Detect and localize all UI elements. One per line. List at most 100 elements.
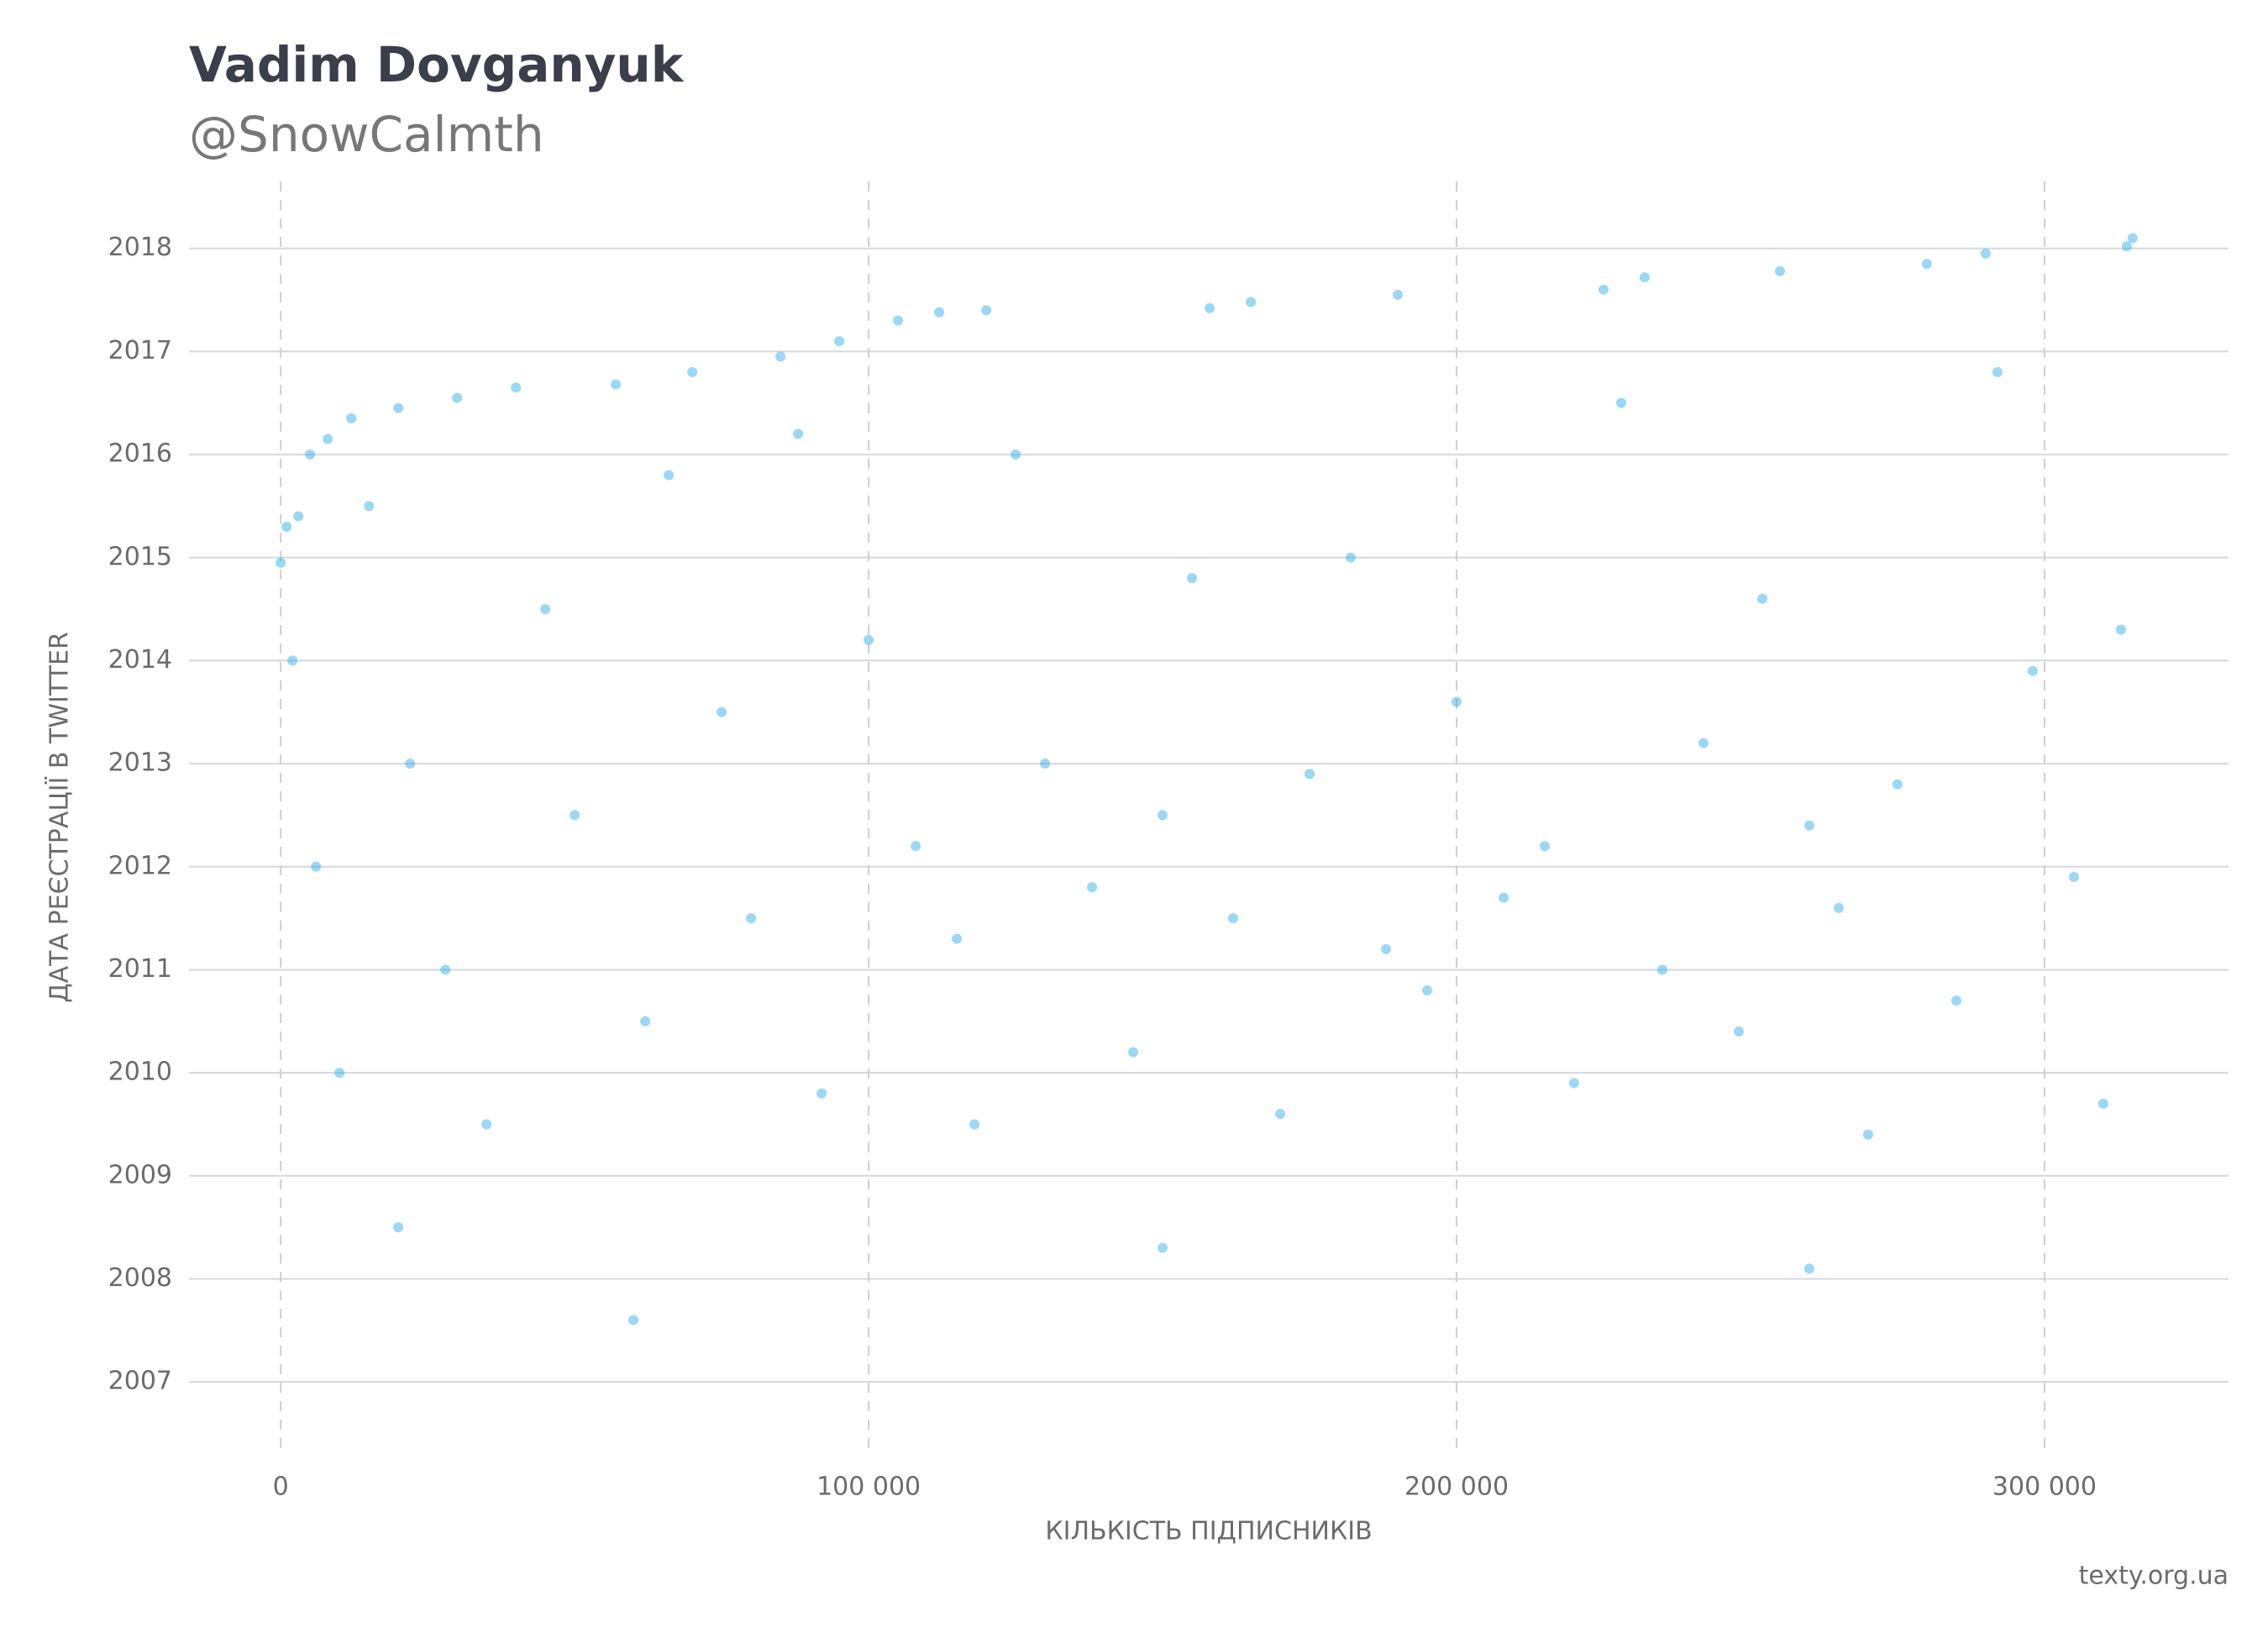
point [570, 810, 580, 821]
point [1656, 964, 1667, 975]
point [1892, 779, 1903, 790]
y-tick-label: 2013 [108, 748, 172, 778]
point [717, 706, 727, 717]
point [305, 449, 316, 460]
point [775, 351, 786, 362]
point [1862, 1129, 1873, 1140]
point [746, 913, 757, 924]
point [1187, 573, 1198, 584]
point [2027, 665, 2038, 676]
point [1128, 1047, 1139, 1058]
point [2121, 241, 2132, 252]
point [816, 1088, 827, 1099]
point [452, 392, 463, 403]
point [1568, 1078, 1579, 1089]
point [1992, 366, 2003, 377]
point [981, 305, 992, 316]
y-tick-label: 2012 [108, 851, 172, 880]
point [1803, 820, 1814, 831]
y-tick-label: 2015 [108, 542, 172, 571]
point [1598, 284, 1609, 295]
point [393, 402, 404, 413]
point [611, 379, 622, 390]
point [1158, 1242, 1168, 1253]
point [1393, 289, 1404, 300]
y-tick-label: 2010 [108, 1058, 172, 1087]
point [1774, 265, 1785, 276]
point [1615, 397, 1626, 408]
y-axis-label: ДАТА РЕЄСТРАЦІЇ В TWITTER [45, 632, 75, 1003]
y-tick-label: 2009 [108, 1160, 172, 1189]
point [287, 655, 298, 666]
point [2068, 872, 2079, 883]
point [311, 861, 322, 872]
point [540, 604, 551, 615]
point [664, 470, 675, 480]
point [1205, 302, 1215, 313]
point [1228, 913, 1239, 924]
y-tick-label: 2018 [108, 233, 172, 262]
point [1950, 995, 1961, 1006]
point [1246, 297, 1257, 307]
point [969, 1119, 980, 1130]
point [281, 521, 292, 532]
source: texty.org.ua [2079, 1562, 2229, 1591]
x-axis-label: КІЛЬКІСТЬ ПІДПИСНИКІВ [1045, 1517, 1372, 1546]
point [481, 1119, 492, 1130]
point [1733, 1026, 1744, 1037]
point [1040, 759, 1051, 769]
point [293, 511, 304, 522]
point [1833, 902, 1844, 913]
point [364, 501, 375, 512]
y-tick-label: 2016 [108, 439, 172, 469]
point [1540, 841, 1551, 852]
point [1381, 943, 1392, 954]
point [1756, 593, 1767, 604]
point [1921, 259, 1932, 270]
point [1346, 552, 1357, 563]
x-tick-label: 300 000 [1992, 1473, 2097, 1502]
point [1698, 738, 1709, 748]
y-tick-label: 2017 [108, 336, 172, 365]
point [1422, 984, 1433, 995]
point [511, 382, 522, 393]
point [934, 307, 945, 318]
point [793, 428, 804, 439]
point [1803, 1263, 1814, 1274]
point [440, 964, 451, 975]
point [1305, 769, 1315, 780]
chart-title: Vadim Dovganyuk [189, 36, 685, 93]
point [893, 315, 904, 326]
point [2115, 624, 2126, 635]
point [393, 1222, 404, 1233]
point [640, 1016, 651, 1026]
point [334, 1068, 345, 1079]
chart-subtitle: @SnowCalmth [189, 106, 544, 163]
point [1158, 810, 1168, 821]
point [1011, 449, 1021, 460]
point [276, 557, 286, 568]
y-tick-label: 2011 [108, 954, 172, 984]
point [1452, 696, 1462, 707]
point [952, 933, 963, 944]
point [2097, 1098, 2108, 1109]
point [864, 634, 874, 645]
point [323, 433, 333, 444]
point [1087, 882, 1098, 893]
point [405, 759, 416, 769]
y-tick-label: 2008 [108, 1263, 172, 1293]
y-tick-label: 2014 [108, 645, 172, 675]
point [346, 413, 357, 424]
x-tick-label: 200 000 [1404, 1473, 1509, 1502]
y-tick-label: 2007 [108, 1367, 172, 1396]
point [1639, 272, 1650, 283]
point [1980, 248, 1991, 259]
point [834, 336, 845, 347]
x-tick-label: 0 [273, 1473, 289, 1502]
point [911, 841, 921, 852]
point [1275, 1109, 1286, 1120]
point [2127, 233, 2138, 244]
point [628, 1315, 639, 1326]
